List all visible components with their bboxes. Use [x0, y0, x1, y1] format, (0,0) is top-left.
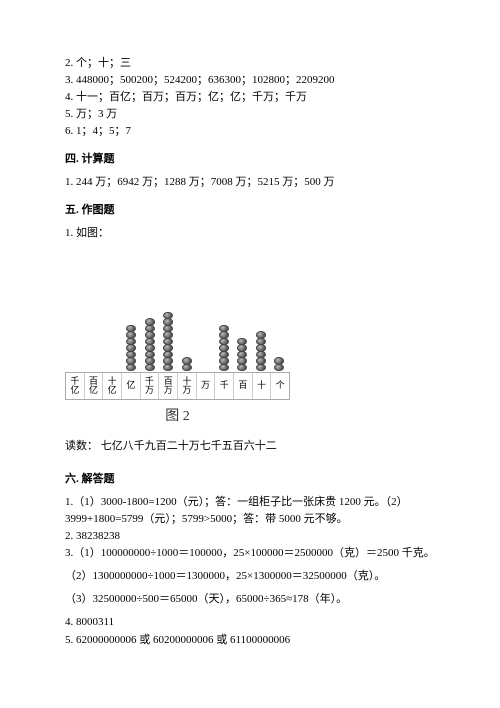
- section-6-line: （2）1300000000÷1000＝1300000，25×1300000＝32…: [65, 568, 435, 585]
- abacus-figure: 千亿百亿十亿亿千万百万十万万千百十个 图 2: [65, 250, 435, 428]
- abacus-label-cell: 十亿: [103, 373, 122, 399]
- abacus-rod: [124, 325, 138, 371]
- abacus-labels: 千亿百亿十亿亿千万百万十万万千百十个: [65, 372, 290, 400]
- abacus-label-cell: 亿: [122, 373, 141, 399]
- abacus-bead: [163, 364, 173, 372]
- abacus-bead: [256, 364, 266, 372]
- answer-line: 2. 个；十；三: [65, 55, 435, 72]
- abacus-label-cell: 十: [253, 373, 272, 399]
- answer-line: 3. 448000；500200；524200；636300；102800；22…: [65, 72, 435, 89]
- abacus-rod: [161, 312, 175, 371]
- answer-line: 4. 十一；百亿；百万；百万；亿；亿；千万；千万: [65, 89, 435, 106]
- section-6-line: 2. 38238238: [65, 528, 435, 545]
- abacus-bead: [145, 364, 155, 372]
- abacus-bead: [274, 364, 284, 372]
- abacus-label-cell: 万: [197, 373, 216, 399]
- section-6-line: 3.（1）100000000÷1000＝100000，25×100000＝250…: [65, 545, 435, 562]
- reading-line: 读数： 七亿八千九百二十万七千五百六十二: [65, 438, 435, 455]
- abacus-bead: [219, 364, 229, 372]
- abacus-rods: [65, 250, 290, 370]
- abacus-label-cell: 千亿: [66, 373, 85, 399]
- section-5-head: 五. 作图题: [65, 202, 435, 219]
- answer-line: 5. 万；3 万: [65, 106, 435, 123]
- section-4-head: 四. 计算题: [65, 151, 435, 168]
- abacus-label-cell: 百: [234, 373, 253, 399]
- abacus-rod: [143, 318, 157, 370]
- abacus-rod: [272, 357, 286, 370]
- section-4-line: 1. 244 万；6942 万；1288 万；7008 万；5215 万；500…: [65, 174, 435, 191]
- abacus-label-cell: 百亿: [85, 373, 104, 399]
- abacus-label-cell: 个: [271, 373, 289, 399]
- abacus-label-cell: 千万: [141, 373, 160, 399]
- answers-top-block: 2. 个；十；三 3. 448000；500200；524200；636300；…: [65, 55, 435, 140]
- section-6-line: （3）32500000÷500＝65000（天），65000÷365≈178（年…: [65, 591, 435, 608]
- abacus-bead: [237, 364, 247, 372]
- abacus-rod: [235, 338, 249, 371]
- answer-line: 6. 1；4；5；7: [65, 123, 435, 140]
- section-6-line: 1.（1）3000-1800=1200（元）；答：一组柜子比一张床贵 1200 …: [65, 494, 435, 528]
- abacus-rod: [180, 357, 194, 370]
- section-6-line: 5. 62000000006 或 60200000006 或 611000000…: [65, 632, 435, 649]
- abacus-bead: [126, 364, 136, 372]
- section-5-sub: 1. 如图：: [65, 225, 435, 242]
- abacus-rod: [217, 325, 231, 371]
- abacus-label-cell: 十万: [178, 373, 197, 399]
- abacus-rod: [254, 331, 268, 370]
- section-6-head: 六. 解答题: [65, 471, 435, 488]
- figure-caption: 图 2: [65, 406, 290, 428]
- abacus-label-cell: 百万: [159, 373, 178, 399]
- abacus-label-cell: 千: [215, 373, 234, 399]
- section-6-line: 4. 8000311: [65, 614, 435, 631]
- abacus-bead: [182, 364, 192, 372]
